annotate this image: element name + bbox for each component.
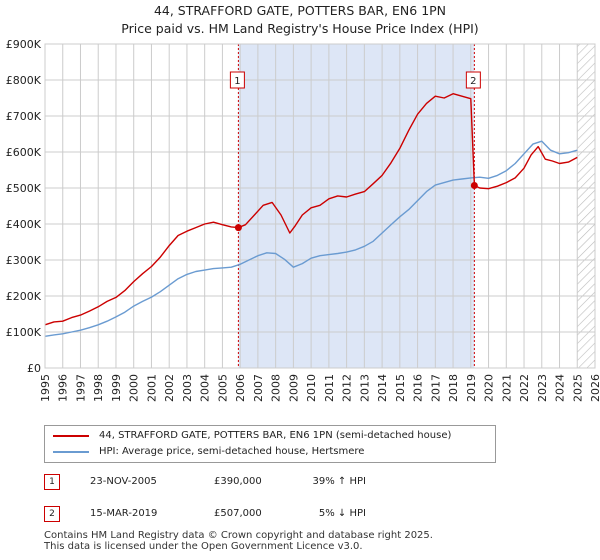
legend-label-property: 44, STRAFFORD GATE, POTTERS BAR, EN6 1PN… (99, 430, 452, 441)
sale-point (234, 224, 242, 232)
x-tick-label: 1999 (110, 374, 123, 402)
chart-title: 44, STRAFFORD GATE, POTTERS BAR, EN6 1PN (153, 3, 447, 18)
x-tick-label: 2008 (270, 374, 283, 402)
x-tick-label: 1995 (39, 374, 52, 402)
y-tick-label: £0 (27, 362, 41, 375)
x-tick-label: 1998 (92, 374, 105, 402)
x-tick-label: 2023 (536, 374, 549, 402)
x-tick-label: 2020 (483, 374, 496, 402)
sale-point (470, 181, 478, 189)
x-tick-label: 2017 (429, 374, 442, 402)
x-tick-label: 2012 (341, 374, 354, 402)
sale-price: £390,000 (214, 476, 262, 487)
sale-number-box (229, 71, 245, 89)
x-tick-label: 2006 (234, 374, 247, 402)
x-tick-label: 2026 (589, 374, 600, 402)
chart-subtitle: Price paid vs. HM Land Registry's House … (121, 21, 479, 36)
x-tick-label: 2007 (252, 374, 265, 402)
sale-number-badge: 1 (44, 474, 60, 490)
legend-swatch-hpi (53, 451, 89, 453)
sale-hpi-change: 39% ↑ HPI (312, 476, 366, 487)
sale-number-badge: 2 (44, 506, 60, 522)
x-tick-label: 1996 (57, 374, 70, 402)
x-tick-label: 2009 (287, 374, 300, 402)
x-tick-label: 2004 (199, 374, 212, 402)
y-tick-label: £800K (6, 74, 42, 87)
forecast-hatch-region (577, 44, 595, 368)
x-tick-label: 2024 (554, 374, 567, 402)
x-tick-label: 2021 (500, 374, 513, 402)
plot-frame (44, 43, 596, 369)
sale-number-box (465, 71, 481, 89)
ownership-shaded-region (238, 44, 475, 368)
x-tick-label: 2018 (447, 374, 460, 402)
footer-license: This data is licensed under the Open Gov… (44, 541, 363, 552)
x-tick-label: 2014 (376, 374, 389, 402)
sale-number-label: 1 (234, 76, 240, 87)
x-tick-label: 2010 (305, 374, 318, 402)
sale-date: 15-MAR-2019 (90, 508, 158, 519)
legend: 44, STRAFFORD GATE, POTTERS BAR, EN6 1PN… (44, 425, 496, 463)
x-tick-label: 2013 (358, 374, 371, 402)
sale-row: 1 23-NOV-2005 £390,000 39% ↑ HPI (44, 472, 574, 492)
x-tick-label: 2003 (181, 374, 194, 402)
y-tick-label: £500K (6, 182, 42, 195)
sale-hpi-change: 5% ↓ HPI (318, 508, 366, 519)
x-tick-label: 2005 (216, 374, 229, 402)
x-tick-label: 2022 (518, 374, 531, 402)
x-tick-label: 2000 (128, 374, 141, 402)
y-tick-label: £200K (6, 290, 42, 303)
footer: Contains HM Land Registry data © Crown c… (44, 530, 433, 552)
footer-copyright: Contains HM Land Registry data © Crown c… (44, 530, 433, 541)
x-tick-label: 2016 (412, 374, 425, 402)
sale-row: 2 15-MAR-2019 £507,000 5% ↓ HPI (44, 504, 574, 524)
legend-label-hpi: HPI: Average price, semi-detached house,… (99, 446, 365, 457)
hpi-line (44, 140, 578, 337)
sale-price: £507,000 (214, 508, 262, 519)
x-tick-label: 2015 (394, 374, 407, 402)
x-tick-label: 2011 (323, 374, 336, 402)
legend-swatch-property (53, 435, 89, 437)
y-tick-label: £700K (6, 110, 42, 123)
y-tick-label: £300K (6, 254, 42, 267)
x-tick-label: 2025 (571, 374, 584, 402)
y-tick-label: £400K (6, 218, 42, 231)
sale-number-label: 2 (470, 76, 476, 87)
x-tick-label: 2002 (163, 374, 176, 402)
sale-date: 23-NOV-2005 (90, 476, 157, 487)
x-tick-label: 2001 (145, 374, 158, 402)
chart-title-block: 44, STRAFFORD GATE, POTTERS BAR, EN6 1PN… (0, 2, 600, 38)
y-tick-label: £100K (6, 326, 42, 339)
x-tick-label: 1997 (74, 374, 87, 402)
price-chart: 1 2 £0 £100K £200K £300K £400K £500K £600K £700K… (6, 38, 600, 402)
x-tick-label: 2019 (465, 374, 478, 402)
y-tick-label: £600K (6, 146, 42, 159)
property-price-line (44, 93, 578, 326)
y-tick-label: £900K (6, 38, 42, 51)
